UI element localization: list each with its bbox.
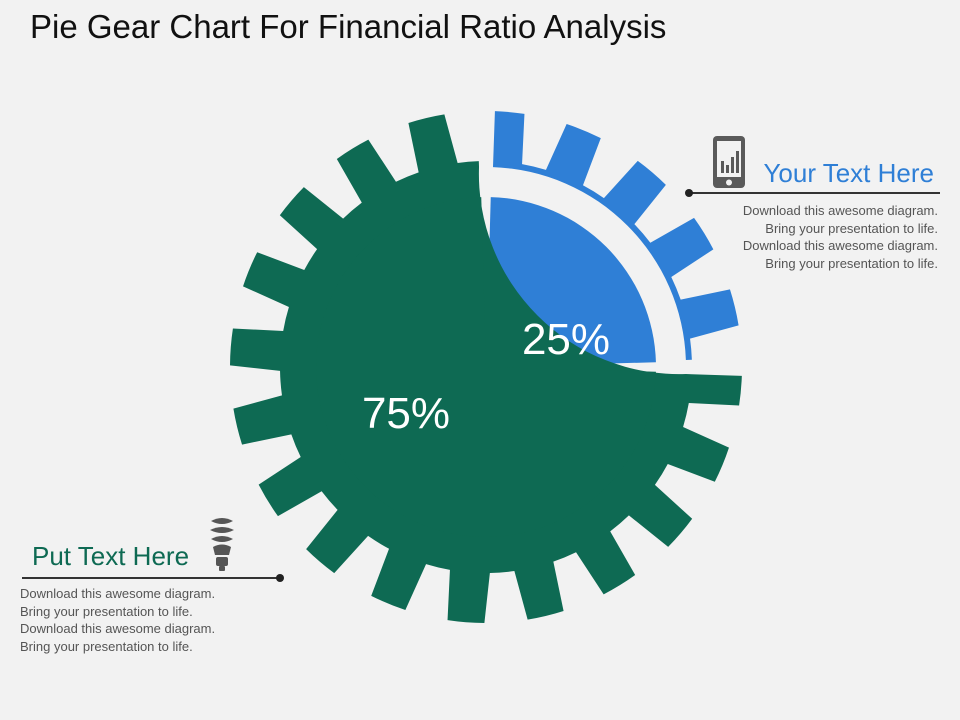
mobile-chart-icon [713,136,745,188]
light-bulb-icon [210,518,234,571]
callout-right-line: Download this awesome diagram. [742,238,938,253]
callout-left-line: Bring your presentation to life. [20,603,193,619]
pie-slice-75 [315,197,656,538]
callout-right-dot [685,189,693,197]
callout-left-line: Download this awesome diagram. [20,586,216,601]
callout-left-rule [22,577,280,579]
callout-left-text: Download this awesome diagram. Bring you… [20,585,215,655]
slice-label-25: 25% [521,315,611,364]
callout-right-text: Download this awesome diagram. Bring you… [743,202,938,272]
callout-right-heading: Your Text Here [763,158,934,188]
gear-ring-segment-25 [492,111,739,361]
callout-left-dot [276,574,284,582]
callout-left-line: Bring your presentation to life. [20,638,193,654]
callout-left-heading: Put Text Here [32,541,190,571]
callout-right-rule [690,192,940,194]
callout-right-line: Download this awesome diagram. [742,203,938,218]
page-title: Pie Gear Chart For Financial Ratio Analy… [30,8,667,45]
callout-right-line: Bring your presentation to life. [765,220,938,236]
callout-right-line: Bring your presentation to life. [765,255,938,271]
slice-label-75: 75% [361,389,451,438]
callout-left-line: Download this awesome diagram. [20,621,216,636]
